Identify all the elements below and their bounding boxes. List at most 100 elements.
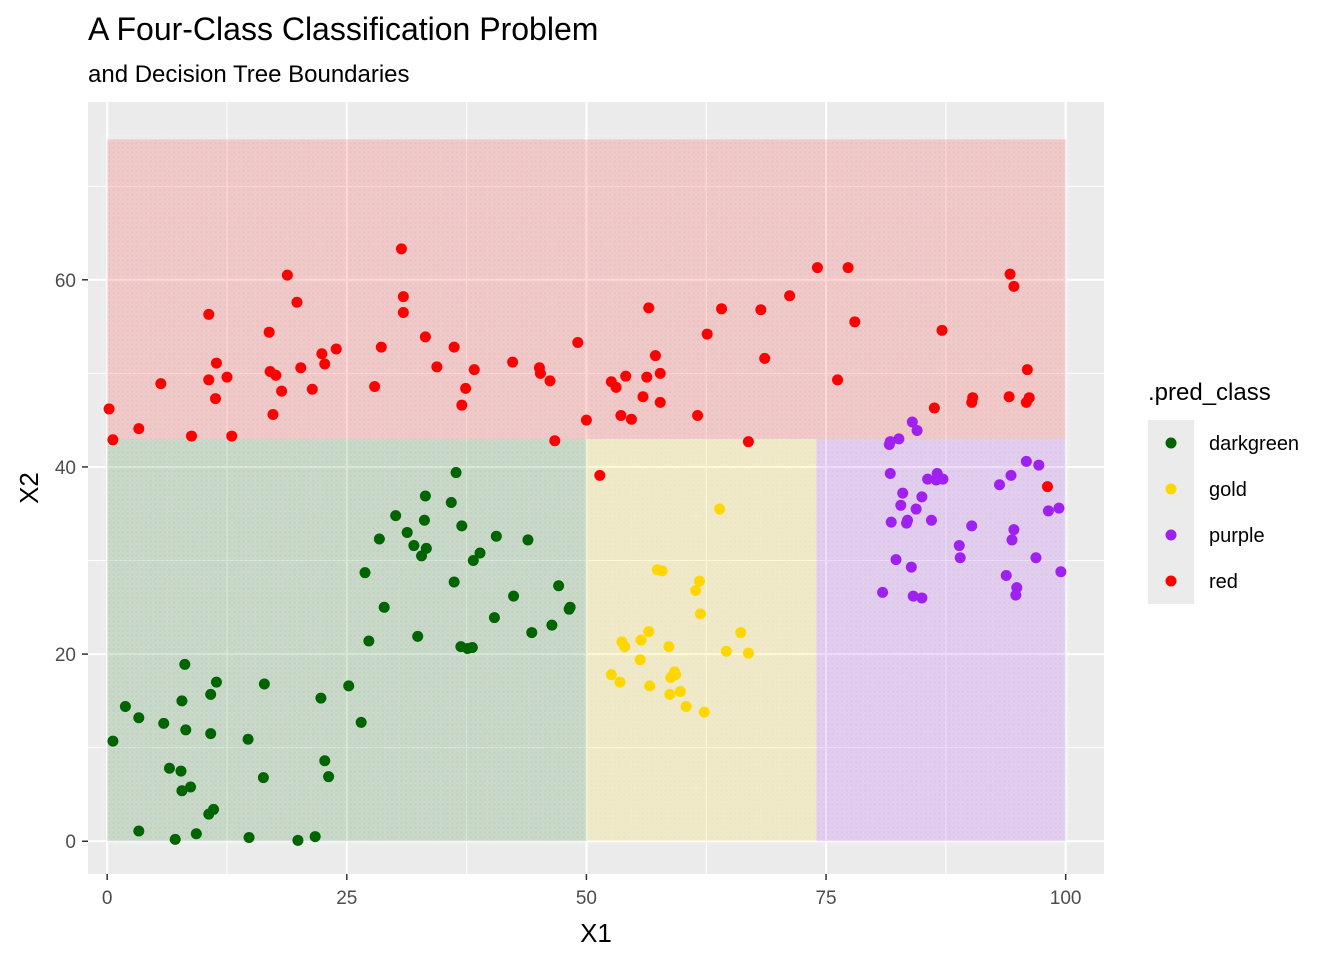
point-gold [644,680,656,692]
point-purple [910,503,922,515]
point-red [784,290,796,302]
point-red [610,381,622,393]
point-darkgreen [412,630,424,642]
point-gold [605,669,617,681]
point-darkgreen [378,601,390,613]
point-gold [714,503,726,515]
point-gold [720,645,732,657]
point-darkgreen [488,612,500,624]
point-darkgreen [526,627,538,639]
point-darkgreen [179,658,191,670]
point-purple [1005,469,1017,481]
point-darkgreen [323,771,335,783]
point-darkgreen [445,497,457,509]
point-purple [907,590,919,602]
point-darkgreen [448,576,460,588]
point-red [1003,391,1015,403]
y-tick-label: 20 [55,645,76,666]
point-red [267,409,279,421]
point-purple [906,416,918,428]
point-purple [966,520,978,532]
point-darkgreen [467,555,479,567]
point-darkgreen [343,680,355,692]
point-red [544,375,556,387]
point-darkgreen [474,547,486,559]
point-darkgreen [205,688,217,700]
point-darkgreen [210,676,222,688]
x-tick-label: 75 [815,888,836,909]
point-red [759,352,771,364]
point-darkgreen [176,695,188,707]
point-purple [954,552,966,564]
point-purple [884,467,896,479]
point-purple [1006,534,1018,546]
point-purple [1033,459,1045,471]
legend-swatch-purple [1165,529,1177,541]
point-darkgreen [176,785,188,797]
point-purple [897,487,909,499]
point-darkgreen [243,832,255,844]
point-purple [905,561,917,573]
point-red [203,308,215,320]
point-purple [1030,552,1042,564]
point-red [209,393,221,405]
point-darkgreen [359,567,371,579]
x-tick-label: 50 [576,888,597,909]
point-darkgreen [456,520,468,532]
chart-subtitle: and Decision Tree Boundaries [88,61,410,88]
point-darkgreen [169,833,181,845]
point-red [936,324,948,336]
legend-label-red: red [1209,571,1238,593]
point-red [448,341,460,353]
point-red [842,262,854,274]
point-red [742,436,754,448]
point-darkgreen [163,762,175,774]
point-gold [619,641,631,653]
point-darkgreen [133,712,145,724]
point-purple [1053,502,1065,514]
point-gold [694,575,706,587]
legend-label-gold: gold [1209,479,1247,501]
point-red [692,409,704,421]
point-red [456,399,468,411]
point-purple [1011,582,1023,594]
point-gold [742,647,754,659]
point-darkgreen [175,765,187,777]
point-darkgreen [258,678,270,690]
point-gold [670,669,682,681]
point-red [369,380,381,392]
point-red [133,423,145,435]
point-gold [735,627,747,639]
point-darkgreen [450,467,462,479]
point-darkgreen [319,755,331,767]
point-purple [1020,455,1032,467]
point-darkgreen [373,533,385,545]
point-red [832,374,844,386]
point-red [1008,280,1020,292]
point-purple [916,592,928,604]
point-red [295,362,307,374]
point-darkgreen [363,635,375,647]
point-darkgreen [553,580,565,592]
point-red [507,356,519,368]
point-red [319,358,331,370]
point-purple [890,554,902,566]
point-darkgreen [107,735,119,747]
point-red [330,343,342,355]
point-gold [690,584,702,596]
legend-label-darkgreen: darkgreen [1209,433,1299,455]
point-purple [994,479,1006,491]
point-purple [1000,569,1012,581]
point-red [1004,268,1016,280]
point-gold [656,565,668,577]
point-gold [674,686,686,698]
point-red [928,402,940,414]
legend-swatch-red [1165,575,1177,587]
point-darkgreen [408,540,420,552]
point-gold [634,654,646,666]
point-red [549,435,561,447]
point-red [186,430,198,442]
point-red [1021,364,1033,376]
point-red [155,378,167,390]
point-red [395,243,407,255]
